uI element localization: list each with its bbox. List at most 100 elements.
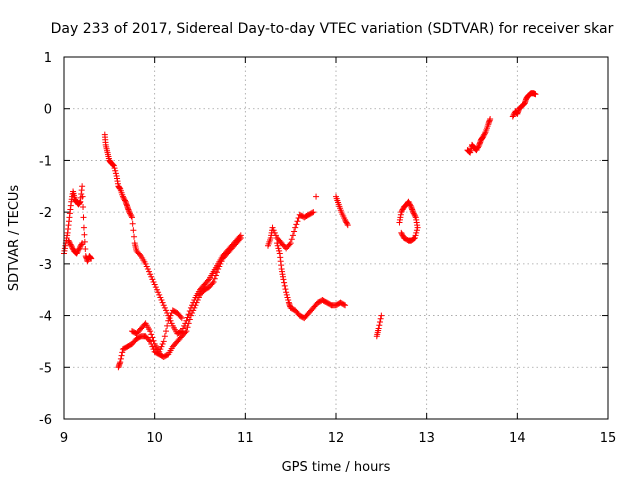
series-trace-j [464,116,494,156]
chart-title: Day 233 of 2017, Sidereal Day-to-day VTE… [51,21,614,37]
data-point [377,315,384,322]
data-point [147,328,154,335]
data-point [75,246,82,253]
series-trace-g [333,193,351,229]
data-point [150,278,157,285]
data-point [398,209,405,216]
data-point [161,304,168,311]
data-point [214,269,220,276]
data-point [131,233,138,240]
x-tick-label: 13 [418,431,435,446]
data-point [190,307,197,314]
y-tick-label: -6 [39,413,52,428]
data-point [376,319,383,326]
data-point [191,304,198,311]
data-point [181,322,188,329]
data-point [344,220,351,227]
data-point [510,112,517,119]
data-point [209,280,216,287]
series-trace-e-end [313,193,320,200]
data-point [411,211,418,218]
data-point [400,233,407,240]
data-point [68,244,75,251]
data-point [183,328,190,335]
data-point [146,268,152,275]
data-point [148,331,155,338]
data-point [80,224,87,231]
data-point [474,145,481,152]
data-points [61,90,539,371]
series-trace-h [373,312,385,340]
y-tick-label: 1 [44,51,52,66]
data-point [163,328,169,335]
data-point [178,315,185,322]
data-point [110,162,117,169]
y-tick-label: -1 [39,154,52,169]
data-point [119,193,126,200]
data-point [479,134,486,141]
data-point [282,286,289,293]
data-point [120,194,127,201]
plot-frame [63,56,609,420]
data-point [143,263,150,270]
data-point [76,245,83,252]
data-point [509,113,516,120]
data-point [413,229,420,236]
data-point [340,301,347,308]
data-point [413,227,420,234]
data-point [532,91,539,98]
series-trace-a-low [65,237,86,257]
data-point [164,322,171,329]
data-point [343,219,350,226]
data-point [194,297,201,304]
data-point [69,245,76,252]
data-point [401,235,407,241]
data-point [128,213,135,220]
data-point [182,329,189,336]
data-point [286,241,293,248]
series-trace-b [101,131,244,337]
data-point [111,165,118,172]
series-trace-d [129,307,185,355]
data-point [79,193,86,200]
data-point [407,202,414,209]
data-point [167,312,174,319]
data-point [82,245,89,252]
data-point [147,271,154,278]
data-point [216,263,223,270]
data-point [313,193,320,200]
data-point [117,359,124,366]
data-point [218,258,225,265]
data-point [156,348,163,355]
data-point [121,197,128,204]
data-point [149,276,156,283]
data-point [195,294,202,301]
data-point [272,232,279,239]
data-point [406,200,413,207]
data-point [215,266,222,273]
data-point [378,312,385,319]
data-point [480,132,487,139]
data-point [481,131,488,138]
data-point [283,289,290,296]
data-point [163,307,169,314]
data-point [376,322,383,329]
data-point [177,313,184,320]
data-point [412,232,419,239]
data-point [117,355,124,362]
data-point [158,297,165,304]
data-point [177,328,184,335]
data-point [130,227,137,234]
data-point [66,238,73,245]
data-point [75,247,82,254]
data-point [399,206,406,213]
data-point [288,236,295,243]
data-point [466,149,473,156]
data-point [149,334,156,341]
y-tick-label: -2 [39,206,52,221]
data-point [291,228,298,235]
data-point [309,209,316,216]
data-point [109,161,116,168]
data-point [148,273,155,280]
data-point [151,281,158,288]
